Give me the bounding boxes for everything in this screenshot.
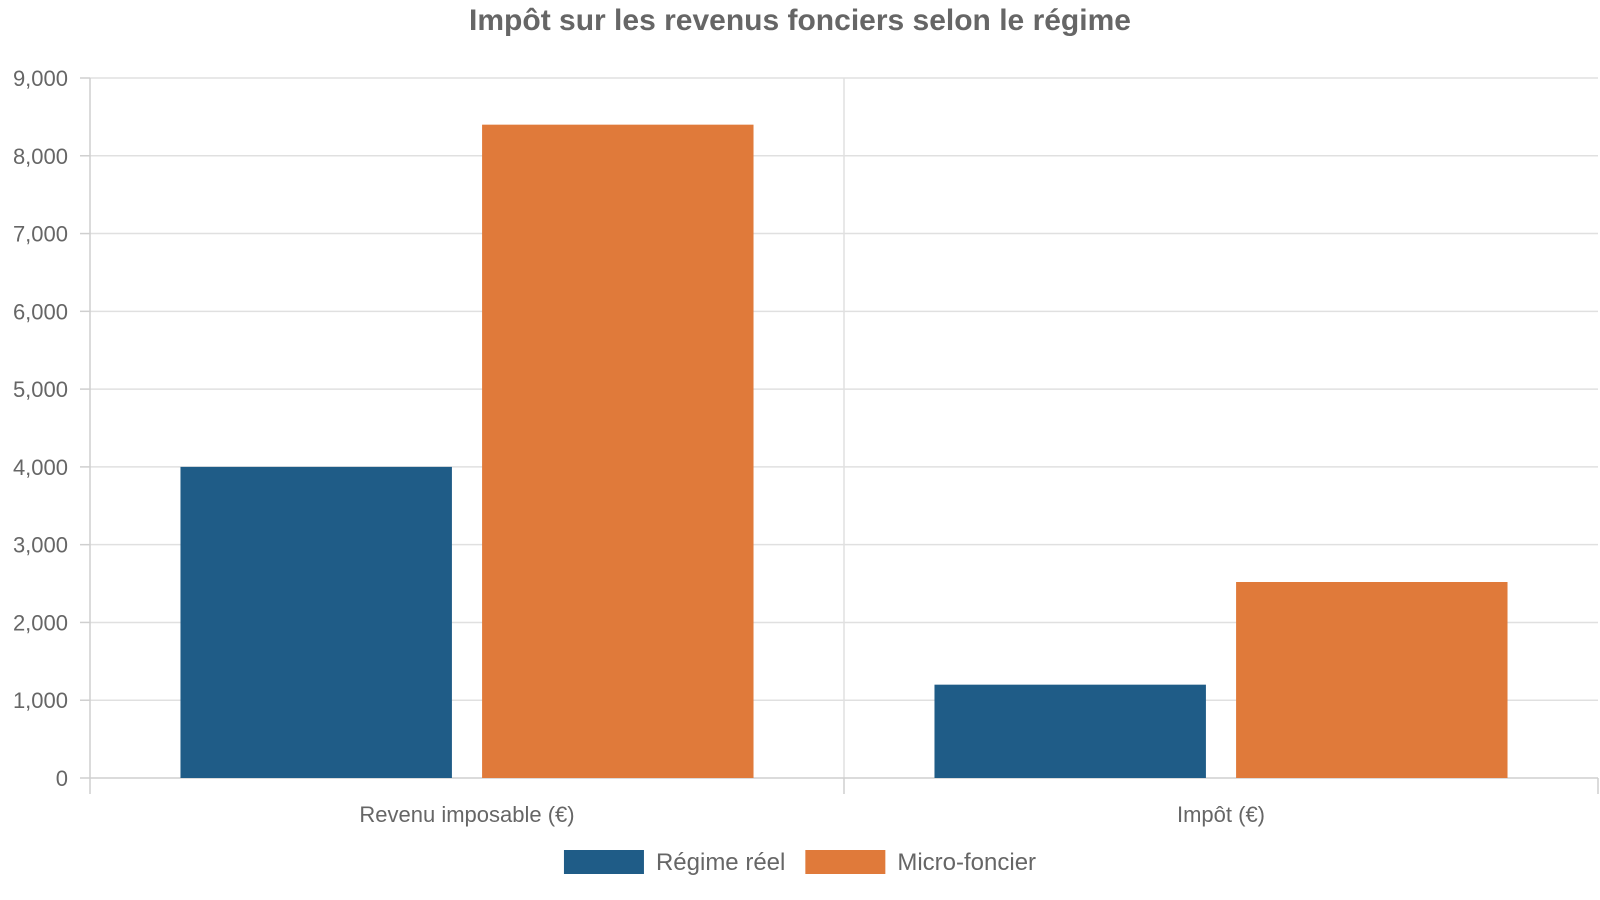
y-tick-label: 4,000 bbox=[13, 455, 68, 480]
x-category-label: Revenu imposable (€) bbox=[359, 802, 574, 827]
bar-regime-reel-1 bbox=[934, 684, 1206, 778]
bar-micro-foncier-0 bbox=[482, 124, 754, 778]
y-tick-label: 1,000 bbox=[13, 688, 68, 713]
bar-regime-reel-0 bbox=[180, 466, 452, 778]
legend-swatch bbox=[563, 850, 644, 874]
y-tick-label: 9,000 bbox=[13, 66, 68, 91]
y-tick-label: 8,000 bbox=[13, 144, 68, 169]
y-tick-label: 6,000 bbox=[13, 299, 68, 324]
y-tick-label: 5,000 bbox=[13, 377, 68, 402]
x-category-label: Impôt (€) bbox=[1177, 802, 1265, 827]
y-tick-label: 0 bbox=[56, 766, 68, 791]
legend-swatch bbox=[805, 850, 886, 874]
y-tick-label: 7,000 bbox=[13, 222, 68, 247]
legend-item-regime-reel[interactable]: Régime réel bbox=[563, 849, 785, 876]
legend-label: Régime réel bbox=[656, 849, 785, 876]
bars bbox=[180, 124, 1508, 778]
legend-label: Micro-foncier bbox=[897, 849, 1036, 876]
bar-micro-foncier-1 bbox=[1236, 582, 1508, 778]
chart-title: Impôt sur les revenus fonciers selon le … bbox=[469, 4, 1131, 37]
y-tick-label: 3,000 bbox=[13, 533, 68, 558]
y-tick-label: 2,000 bbox=[13, 610, 68, 635]
legend: Régime réel Micro-foncier bbox=[563, 849, 1036, 876]
axis-labels: 0 1,000 2,000 3,000 4,000 5,000 6,000 7,000 8,00… bbox=[13, 66, 1265, 827]
legend-item-micro-foncier[interactable]: Micro-foncier bbox=[805, 849, 1036, 876]
